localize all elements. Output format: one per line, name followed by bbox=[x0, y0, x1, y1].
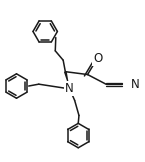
Text: N: N bbox=[131, 78, 140, 91]
Text: O: O bbox=[93, 52, 102, 65]
Polygon shape bbox=[64, 71, 70, 89]
Text: N: N bbox=[65, 82, 74, 95]
